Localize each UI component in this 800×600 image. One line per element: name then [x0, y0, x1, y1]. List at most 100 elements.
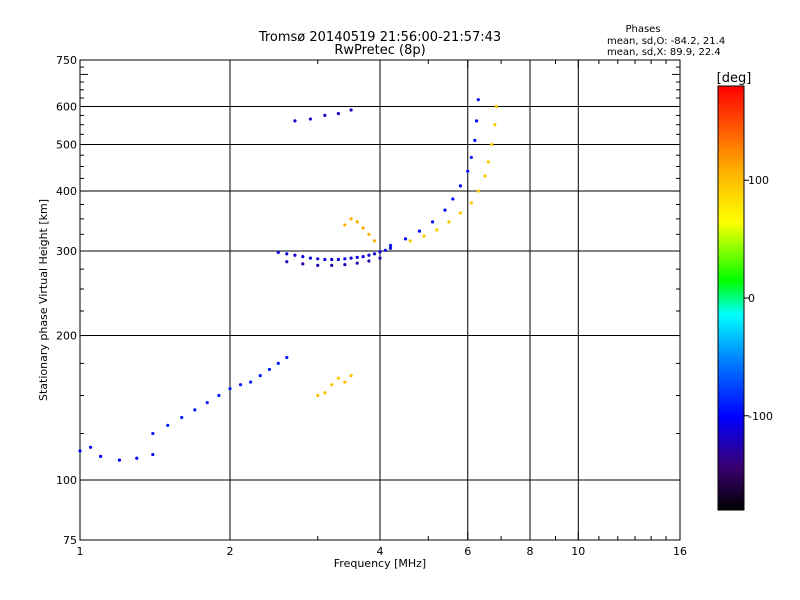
data-point: [469, 201, 473, 205]
x-tick-label: 4: [377, 545, 384, 558]
data-point: [343, 263, 347, 267]
data-point: [476, 98, 480, 102]
data-point: [330, 383, 334, 387]
data-point: [316, 263, 320, 267]
data-point: [228, 387, 232, 391]
data-point: [458, 184, 463, 188]
data-point: [336, 111, 340, 116]
chart-title: Tromsø 20140519 21:56:00-21:57:43: [258, 30, 501, 45]
y-tick-label: 100: [56, 474, 77, 487]
data-point: [361, 226, 365, 230]
data-point: [383, 248, 387, 252]
data-point: [293, 253, 297, 257]
data-point: [285, 260, 289, 264]
data-point: [258, 374, 262, 378]
data-point: [349, 108, 353, 112]
data-point: [316, 257, 320, 261]
data-point: [117, 458, 122, 462]
data-point: [323, 391, 327, 395]
colorbar: [717, 85, 745, 511]
data-point: [378, 256, 382, 260]
y-tick-label: 300: [56, 245, 77, 258]
data-point: [355, 261, 359, 265]
data-point: [323, 257, 327, 262]
data-point: [88, 445, 93, 449]
data-point: [476, 189, 480, 193]
data-point: [343, 380, 347, 384]
data-point: [378, 250, 382, 254]
data-point: [336, 376, 340, 380]
data-point: [343, 257, 347, 261]
data-point: [388, 246, 393, 250]
x-tick-label: 6: [464, 545, 471, 558]
data-point: [422, 234, 426, 238]
data-point: [135, 456, 139, 460]
data-point: [490, 142, 494, 147]
colorbar-label: [deg]: [717, 71, 752, 86]
data-point: [466, 169, 470, 173]
data-point: [367, 259, 371, 263]
data-point: [355, 255, 359, 259]
data-point: [372, 239, 377, 243]
data-point: [249, 380, 253, 384]
data-point: [474, 119, 479, 123]
data-point: [166, 423, 170, 427]
data-point: [447, 220, 451, 224]
data-point: [285, 355, 289, 360]
data-point: [308, 256, 313, 260]
data-point: [238, 383, 243, 387]
data-point: [443, 208, 447, 212]
data-point: [151, 452, 155, 457]
x-tick-label: 10: [571, 545, 585, 558]
data-point: [388, 243, 393, 248]
data-point: [330, 263, 334, 267]
axis-ticks: 1 2 4 6 8 10 16 75 100 200 300 400 500 600 750: [56, 54, 687, 558]
data-point: [193, 408, 197, 412]
data-point: [417, 229, 422, 233]
data-point: [408, 239, 412, 243]
data-point: [349, 256, 353, 260]
data-point: [151, 431, 155, 436]
data-point: [78, 449, 82, 453]
data-point: [180, 415, 184, 420]
data-point: [276, 361, 280, 365]
data-points: [78, 98, 499, 462]
data-point: [349, 374, 353, 378]
data-point: [372, 252, 377, 256]
y-axis-label: Stationary phase Virtual Height [km]: [37, 199, 50, 401]
data-point: [293, 119, 297, 123]
data-point: [276, 250, 280, 255]
data-point: [367, 253, 371, 257]
phase-stats-o: mean, sd,O: -84.2, 21.4: [607, 36, 725, 47]
data-point: [267, 367, 272, 372]
y-tick-label: 600: [56, 101, 77, 114]
data-point: [451, 197, 455, 201]
data-point: [301, 255, 305, 259]
x-tick-label: 8: [527, 545, 534, 558]
colorbar-tick-label: -100: [748, 410, 773, 423]
data-point: [308, 117, 313, 121]
data-point: [403, 237, 408, 241]
data-point: [330, 257, 334, 262]
y-tick-label: 400: [56, 185, 77, 198]
data-point: [205, 400, 209, 405]
data-point: [435, 228, 439, 232]
x-tick-label: 1: [77, 545, 84, 558]
data-point: [473, 138, 477, 142]
data-point: [430, 220, 435, 224]
data-point: [367, 232, 371, 236]
data-point: [323, 113, 327, 117]
data-point: [285, 252, 289, 256]
y-tick-label: 200: [56, 330, 77, 343]
y-tick-label: 750: [56, 54, 77, 67]
colorbar-tick-label: 100: [748, 174, 769, 187]
data-point: [301, 262, 305, 266]
data-point: [316, 393, 320, 398]
data-point: [343, 223, 347, 227]
phase-stats-heading: Phases: [625, 24, 660, 35]
x-axis-label: Frequency [MHz]: [334, 557, 426, 570]
data-point: [349, 217, 353, 221]
data-point: [486, 160, 490, 164]
data-point: [469, 155, 473, 160]
